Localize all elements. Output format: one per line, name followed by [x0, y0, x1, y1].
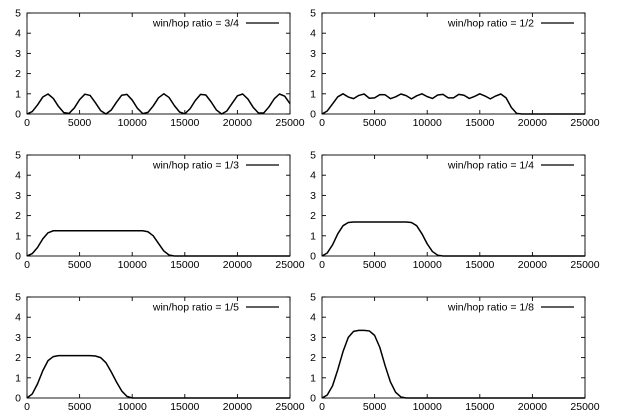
y-tick-label: 5 [310, 8, 316, 20]
legend-label: win/hop ratio = 1/3 [152, 160, 239, 172]
x-tick-label: 15000 [170, 117, 199, 129]
y-tick-label: 1 [15, 230, 21, 242]
x-tick-label: 15000 [465, 401, 494, 413]
y-tick-label: 0 [15, 251, 21, 263]
y-tick-label: 2 [15, 210, 21, 222]
y-tick-label: 2 [310, 352, 316, 364]
plot-frame [26, 154, 291, 257]
y-tick-label: 5 [15, 150, 21, 162]
subplot-3: 0 5000 10000 15000 20000 25000 0 1 2 3 4 5 win/hop r… [15, 150, 305, 272]
x-tick-label: 0 [24, 117, 30, 129]
series-line [26, 354, 290, 399]
series-line [321, 221, 585, 257]
legend-label: win/hop ratio = 1/4 [447, 160, 534, 172]
y-tick-label: 4 [310, 312, 316, 324]
y-tick-label: 4 [310, 170, 316, 182]
x-tick-label: 10000 [118, 401, 147, 413]
x-tick-label: 20000 [518, 259, 547, 271]
y-tick-label: 1 [310, 230, 316, 242]
y-tick-label: 4 [15, 170, 21, 182]
x-tick-label: 20000 [518, 117, 547, 129]
x-tick-label: 25000 [275, 259, 304, 271]
y-tick-label: 0 [15, 109, 21, 121]
y-tick-label: 5 [310, 292, 316, 304]
y-tick-label: 1 [15, 88, 21, 100]
x-tick-label: 15000 [465, 259, 494, 271]
x-tick-label: 5000 [68, 259, 92, 271]
x-tick-label: 20000 [223, 401, 252, 413]
x-tick-label: 10000 [413, 117, 442, 129]
x-tick-label: 5000 [363, 117, 387, 129]
subplot-5: 0 5000 10000 15000 20000 25000 0 1 2 3 4 5 win/hop r… [15, 292, 305, 414]
series-line [321, 93, 585, 115]
x-tick-label: 25000 [275, 117, 304, 129]
y-tick-label: 4 [15, 28, 21, 40]
y-tick-label: 1 [15, 372, 21, 384]
x-tick-label: 15000 [465, 117, 494, 129]
subplot-4: 0 5000 10000 15000 20000 25000 0 1 2 3 4 5 win/hop r… [310, 150, 600, 272]
x-tick-label: 0 [319, 259, 325, 271]
series-line [26, 230, 290, 257]
x-tick-label: 0 [319, 117, 325, 129]
legend-label: win/hop ratio = 1/8 [447, 302, 534, 314]
y-tick-label: 0 [15, 393, 21, 405]
x-tick-label: 20000 [223, 259, 252, 271]
x-tick-label: 20000 [518, 401, 547, 413]
y-tick-label: 0 [310, 109, 316, 121]
x-tick-label: 5000 [68, 401, 92, 413]
plot-frame [26, 12, 291, 115]
x-tick-label: 25000 [570, 117, 599, 129]
legend-label: win/hop ratio = 3/4 [152, 18, 239, 30]
y-tick-label: 3 [15, 48, 21, 60]
x-tick-label: 0 [24, 401, 30, 413]
x-tick-label: 5000 [68, 117, 92, 129]
series-line [26, 93, 291, 115]
y-tick-label: 5 [15, 292, 21, 304]
subplot-6: 0 5000 10000 15000 20000 25000 0 1 2 3 4 5 win/hop r… [310, 292, 600, 414]
y-tick-label: 2 [15, 352, 21, 364]
y-tick-label: 3 [310, 48, 316, 60]
series-line [321, 329, 585, 399]
y-tick-label: 5 [15, 8, 21, 20]
x-tick-label: 0 [24, 259, 30, 271]
y-tick-label: 3 [310, 332, 316, 344]
x-tick-label: 10000 [118, 259, 147, 271]
y-tick-label: 1 [310, 372, 316, 384]
x-tick-label: 10000 [413, 259, 442, 271]
x-tick-label: 5000 [363, 401, 387, 413]
x-tick-label: 10000 [413, 401, 442, 413]
legend-label: win/hop ratio = 1/5 [152, 302, 239, 314]
y-tick-label: 2 [15, 68, 21, 80]
y-tick-label: 1 [310, 88, 316, 100]
y-tick-label: 4 [15, 312, 21, 324]
x-tick-label: 25000 [570, 401, 599, 413]
y-tick-label: 5 [310, 150, 316, 162]
y-tick-label: 4 [310, 28, 316, 40]
y-tick-label: 3 [15, 332, 21, 344]
plot-frame [321, 12, 586, 115]
x-tick-label: 5000 [363, 259, 387, 271]
subplot-1: 0 5000 10000 15000 20000 25000 0 1 2 3 4 5 win/hop r… [15, 8, 305, 130]
x-tick-label: 20000 [223, 117, 252, 129]
x-tick-label: 0 [319, 401, 325, 413]
y-tick-label: 3 [310, 190, 316, 202]
y-tick-label: 2 [310, 210, 316, 222]
x-tick-label: 15000 [170, 401, 199, 413]
y-tick-label: 3 [15, 190, 21, 202]
x-tick-label: 15000 [170, 259, 199, 271]
y-tick-label: 0 [310, 251, 316, 263]
x-tick-label: 25000 [570, 259, 599, 271]
x-tick-label: 10000 [118, 117, 147, 129]
x-tick-label: 25000 [275, 401, 304, 413]
y-tick-label: 0 [310, 393, 316, 405]
subplot-2: 0 5000 10000 15000 20000 25000 0 1 2 3 4 5 win/hop r… [310, 8, 600, 130]
y-tick-label: 2 [310, 68, 316, 80]
legend-label: win/hop ratio = 1/2 [447, 18, 534, 30]
